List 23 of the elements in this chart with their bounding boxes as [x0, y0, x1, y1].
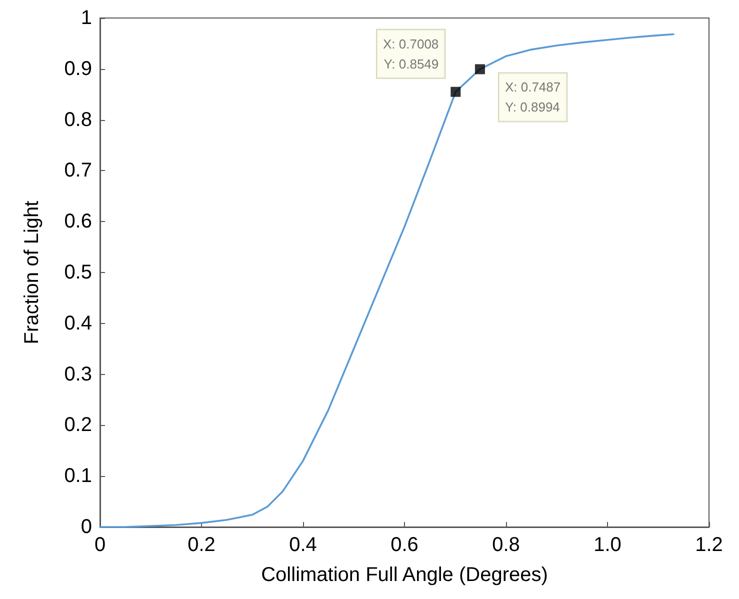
- x-tick-label: 1.2: [695, 534, 723, 556]
- x-tick-label: 0: [94, 534, 106, 556]
- y-tick-label: 0.7: [64, 160, 92, 182]
- y-tick-label: 0.3: [64, 363, 92, 386]
- x-tick-label: 1.0: [594, 534, 622, 556]
- y-tick-label: 0.9: [64, 58, 92, 80]
- x-tick-label: 0.4: [289, 534, 317, 556]
- x-tick-label: 0.2: [188, 534, 216, 556]
- y-tick-label: 0.1: [64, 465, 92, 488]
- y-tick-label: 0.5: [64, 262, 92, 284]
- annotation: X: 0.7008 Y: 0.8549: [383, 36, 439, 72]
- x-tick-label: 0.6: [390, 534, 418, 556]
- x-tick-label: 0.8: [492, 534, 520, 556]
- y-axis-title: Fraction of Light: [21, 200, 43, 344]
- y-tick-label: 0.6: [64, 210, 92, 233]
- y-tick-label: 1: [80, 7, 92, 29]
- y-tick-label: 0.4: [64, 312, 92, 334]
- annotation: X: 0.7487 Y: 0.8994: [504, 80, 561, 115]
- line-series: [99, 33, 674, 528]
- y-tick-label: 0.8: [64, 108, 92, 131]
- y-tick-label: 0.2: [64, 414, 92, 436]
- y-tick-label: 0: [80, 516, 92, 538]
- x-axis-title: Collimation Full Angle (Degrees): [261, 564, 548, 586]
